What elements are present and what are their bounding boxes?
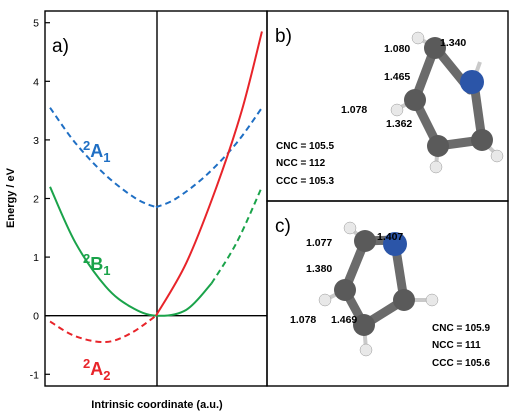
series-line-0-seg-0: [49, 107, 157, 209]
series-label-2a2: 2A2: [83, 356, 110, 383]
panel-c-bond-4: 1.078: [290, 314, 316, 326]
molecule-c: [318, 221, 439, 357]
panel-c-bond-1: 1.077: [306, 237, 332, 249]
molecule-b: [390, 31, 504, 174]
panel-b-bond-4: 1.078: [341, 104, 367, 116]
axes-layer: -1 0 1 2 3 4 5: [30, 18, 267, 381]
panel-c-bond-3: 1.380: [306, 263, 332, 275]
series-line-1-seg-1: [210, 186, 263, 284]
panel-b-bond-5: 1.362: [386, 118, 412, 130]
y-tick-label: 4: [33, 76, 39, 88]
series-layer: [49, 31, 263, 344]
y-tick-label: -1: [30, 369, 39, 381]
y-tick-label: 3: [33, 135, 39, 147]
panel-b-angle-1: CNC = 105.5: [276, 141, 335, 152]
panel-c-label: c): [275, 216, 291, 237]
panel-b-angle-3: CCC = 105.3: [276, 176, 335, 187]
series-line-0-seg-1: [155, 107, 263, 209]
panel-b-bond-3: 1.465: [384, 71, 410, 83]
panel-b-bond-1: 1.080: [384, 43, 410, 55]
y-axis-label: Energy / eV: [5, 167, 17, 228]
panel-c-angle-3: CCC = 105.6: [432, 358, 491, 369]
plot-frame: [44, 10, 268, 387]
series-label-2b1: 2B1: [83, 251, 110, 278]
panel-c-angle-2: NCC = 111: [432, 340, 481, 351]
panel-b-bond-2: 1.340: [440, 37, 466, 49]
panel-c-bond-5: 1.469: [331, 314, 357, 326]
panel-b-angle-2: NCC = 112: [276, 158, 326, 169]
y-tick-label: 1: [33, 252, 39, 264]
panel-b-label: b): [275, 26, 292, 47]
series-line-2-seg-1: [155, 31, 263, 317]
x-axis-label: Intrinsic coordinate (a.u.): [91, 399, 223, 411]
panel-c-bond-2: 1.407: [377, 231, 403, 243]
y-tick-label: 0: [33, 311, 39, 323]
panel-a-label: a): [52, 36, 69, 57]
series-line-1-seg-0: [49, 186, 213, 317]
series-line-2-seg-0: [49, 314, 157, 344]
series-label-2a1: 2A1: [83, 138, 110, 165]
panel-b-frame: [266, 10, 509, 202]
panel-c-frame: [266, 200, 509, 387]
y-tick-label: 2: [33, 194, 39, 206]
panel-c-angle-1: CNC = 105.9: [432, 323, 491, 334]
y-tick-label: 5: [33, 18, 39, 30]
